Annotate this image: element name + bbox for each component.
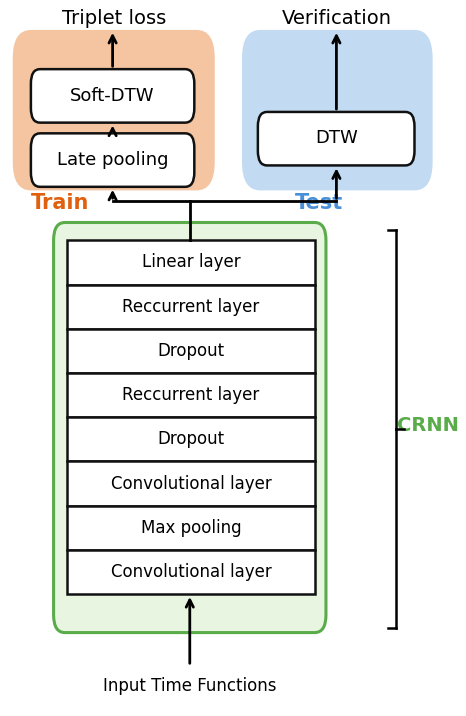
Text: Convolutional layer: Convolutional layer <box>110 475 271 493</box>
Text: Train: Train <box>31 193 89 213</box>
Text: Reccurrent layer: Reccurrent layer <box>122 298 260 316</box>
Text: Soft-DTW: Soft-DTW <box>70 87 155 105</box>
Text: DTW: DTW <box>315 130 358 147</box>
Text: Test: Test <box>295 193 343 213</box>
Bar <box>67 550 315 594</box>
Text: Late pooling: Late pooling <box>57 152 168 170</box>
Bar <box>67 241 315 284</box>
Text: Dropout: Dropout <box>158 430 225 448</box>
Bar <box>67 505 315 550</box>
Bar <box>67 284 315 329</box>
FancyBboxPatch shape <box>31 69 194 122</box>
Text: CRNN: CRNN <box>397 416 459 435</box>
Text: Linear layer: Linear layer <box>142 253 240 271</box>
FancyBboxPatch shape <box>242 30 432 190</box>
Bar <box>67 461 315 505</box>
Text: Convolutional layer: Convolutional layer <box>110 563 271 581</box>
Bar <box>67 417 315 461</box>
Bar <box>67 329 315 373</box>
FancyBboxPatch shape <box>31 133 194 187</box>
Text: Input Time Functions: Input Time Functions <box>103 677 276 695</box>
Text: Max pooling: Max pooling <box>141 519 241 537</box>
Bar <box>67 373 315 417</box>
FancyBboxPatch shape <box>54 223 326 633</box>
Text: Verification: Verification <box>282 9 392 28</box>
Text: Dropout: Dropout <box>158 342 225 360</box>
Text: Reccurrent layer: Reccurrent layer <box>122 386 260 404</box>
FancyBboxPatch shape <box>258 112 414 165</box>
Text: Triplet loss: Triplet loss <box>62 9 166 28</box>
FancyBboxPatch shape <box>13 30 215 190</box>
